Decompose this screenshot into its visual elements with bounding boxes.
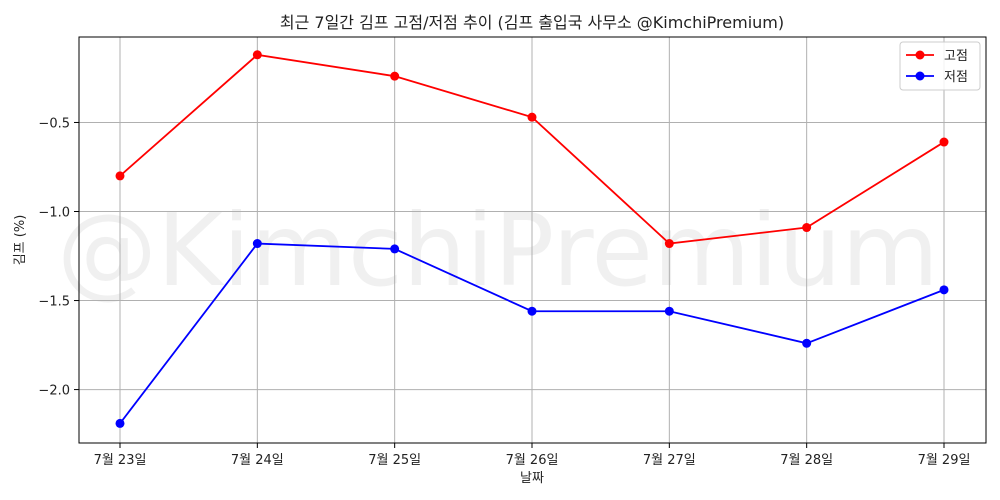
data-point — [115, 171, 125, 181]
x-tick-label: 7월 28일 — [780, 453, 833, 468]
y-tick-label: −0.5 — [38, 116, 70, 131]
legend-label: 저점 — [944, 70, 968, 85]
data-point — [390, 244, 400, 254]
y-tick-label: −1.5 — [38, 295, 70, 310]
data-point — [527, 112, 537, 122]
data-point — [802, 338, 812, 348]
data-point — [939, 285, 949, 295]
x-tick-label: 7월 25일 — [368, 453, 421, 468]
data-point — [939, 137, 949, 147]
data-point — [802, 223, 812, 233]
x-ticks: 7월 23일 7월 24일 7월 25일 7월 26일 7월 27일 7월 28일 7월 2… — [94, 443, 971, 468]
y-ticks: −0.5 −1.0 −1.5 −2.0 — [38, 116, 79, 399]
x-tick-label: 7월 23일 — [94, 453, 147, 468]
y-axis-label: 김프 (%) — [13, 215, 28, 266]
data-point — [664, 239, 674, 249]
x-tick-label: 7월 27일 — [643, 453, 696, 468]
legend-marker — [915, 71, 925, 81]
data-point — [252, 50, 262, 60]
chart-title: 최근 7일간 김프 고점/저점 추이 (김프 출입국 사무소 @KimchiPr… — [280, 13, 784, 32]
y-tick-label: −1.0 — [38, 206, 70, 221]
data-point — [252, 239, 262, 249]
legend-marker — [915, 50, 925, 60]
data-point — [527, 306, 537, 316]
grid — [79, 37, 986, 443]
x-tick-label: 7월 29일 — [918, 453, 971, 468]
x-tick-label: 7월 24일 — [231, 453, 284, 468]
x-tick-label: 7월 26일 — [506, 453, 559, 468]
x-axis-label: 날짜 — [520, 471, 544, 486]
legend-item: 저점 — [906, 70, 968, 85]
series-layer — [115, 50, 949, 428]
data-point — [664, 306, 674, 316]
data-point — [390, 71, 400, 81]
data-point — [115, 418, 125, 428]
y-tick-label: −2.0 — [38, 384, 70, 399]
series-high — [115, 50, 949, 249]
legend-item: 고점 — [906, 49, 968, 64]
legend-box — [899, 41, 981, 91]
legend-label: 고점 — [944, 49, 968, 64]
series-low — [115, 239, 949, 428]
